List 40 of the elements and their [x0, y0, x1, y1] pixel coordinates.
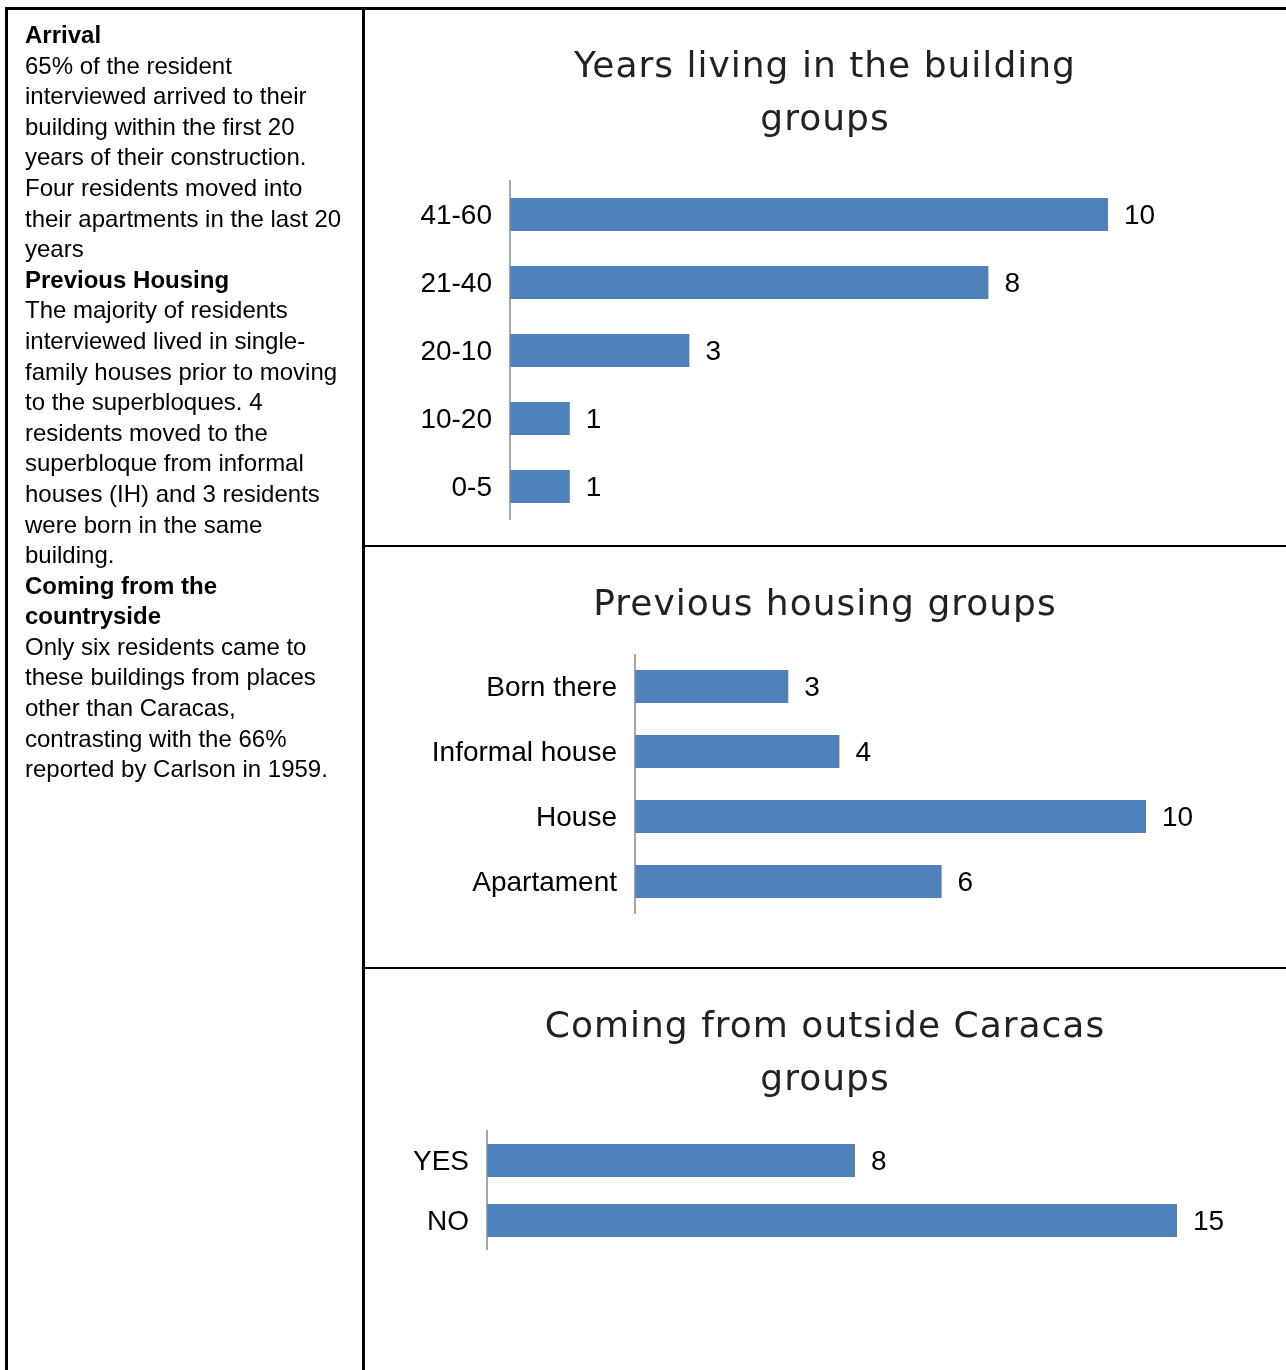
y-tick-label: YES	[412, 1144, 469, 1176]
data-label: 15	[1193, 1205, 1225, 1237]
data-label: 3	[804, 671, 820, 703]
chart-title: Previous housing groups	[592, 581, 1058, 625]
bar	[510, 198, 1108, 231]
text: Arrival	[25, 20, 103, 50]
y-tick-label: 21-40	[420, 266, 492, 298]
bar	[510, 402, 570, 435]
bar	[635, 865, 942, 898]
y-tick-label: 10-20	[420, 402, 492, 434]
bar	[510, 266, 989, 299]
y-tick-label: Born there	[486, 671, 617, 703]
y-tick-label: Informal house	[431, 736, 617, 768]
chart-title: Years living in the building groups	[573, 43, 1077, 140]
y-tick-label: 0-5	[451, 470, 492, 502]
data-label: 10	[1124, 199, 1156, 231]
data-label: 10	[1162, 801, 1194, 833]
chart-title: Coming from outside Caracas groups	[543, 1003, 1107, 1100]
data-label: 1	[585, 471, 602, 503]
bar	[635, 800, 1146, 833]
data-label: 4	[855, 736, 871, 768]
y-tick-label: Apartament	[472, 866, 618, 898]
text: 65% of the resident interviewed arrived to their building within the first 20 years of their construction. Four residents moved into their apartments in the last 20 years	[25, 50, 343, 265]
y-tick-label: House	[536, 801, 617, 833]
data-label: 1	[585, 403, 602, 435]
bar	[635, 670, 789, 703]
bar	[510, 470, 570, 503]
data-label: 6	[957, 866, 974, 898]
data-label: 3	[705, 335, 721, 367]
text: The majority of residents interviewed lived in single-family houses prior to moving to the superbloques. 4 residents moved to the superbloque from informal houses (IH) and 3 residents were born in the same building.	[25, 296, 338, 569]
bar	[635, 735, 840, 768]
y-tick-label: NO	[427, 1204, 469, 1236]
text: Only six residents came to these buildings from places other than Caracas, contrasting with the 66% reported by Carlson in 1959.	[25, 631, 329, 785]
text: Previous Housing	[25, 264, 231, 295]
data-label: 8	[871, 1145, 887, 1177]
data-label: 8	[1004, 267, 1020, 299]
y-tick-label: 20-10	[420, 334, 492, 366]
text: Coming from the countryside	[25, 570, 218, 632]
bar	[510, 334, 690, 367]
y-tick-label: 41-60	[420, 198, 492, 230]
